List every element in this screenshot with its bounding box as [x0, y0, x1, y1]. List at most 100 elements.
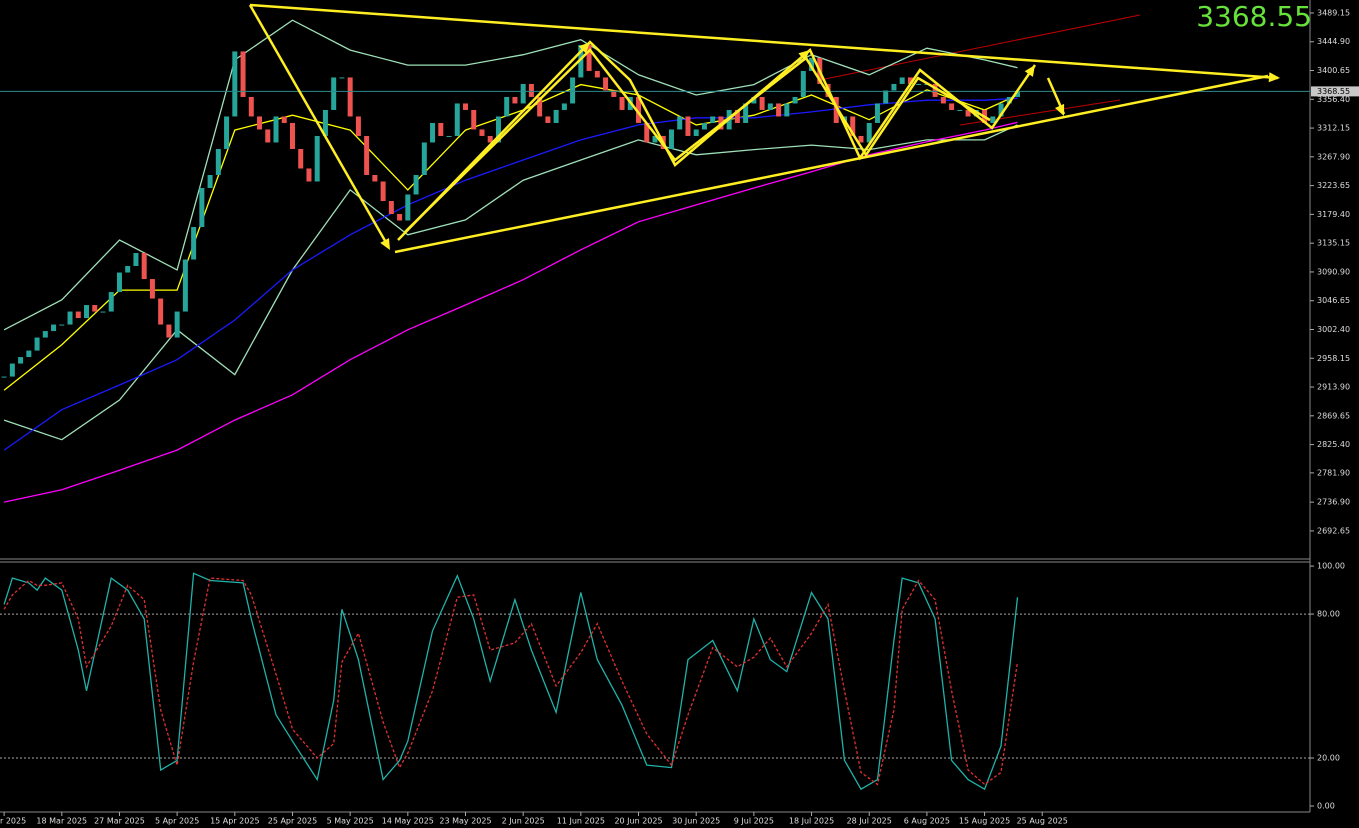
candle	[710, 116, 716, 123]
candle	[388, 200, 394, 215]
candle	[512, 96, 518, 104]
x-tick-label: 20 Jun 2025	[614, 817, 662, 826]
y-tick-label: 3046.65	[1317, 296, 1350, 305]
candle	[594, 70, 600, 78]
candle	[734, 109, 740, 123]
candle	[800, 70, 806, 97]
x-tick-label: 27 Mar 2025	[94, 817, 145, 826]
y-tick-label: 2736.90	[1317, 498, 1350, 507]
candle	[767, 103, 773, 110]
candle	[232, 51, 238, 117]
arrow-head	[1024, 65, 1035, 77]
x-tick-label: 11 Jun 2025	[557, 817, 605, 826]
candle	[891, 83, 897, 91]
candle	[487, 135, 493, 143]
y-tick-label: 2692.65	[1317, 526, 1350, 535]
candle	[347, 77, 353, 117]
candle	[75, 311, 81, 319]
candle	[191, 227, 197, 260]
candle	[545, 116, 551, 123]
x-tick-label: 2 Jun 2025	[502, 817, 545, 826]
indicator-line	[3, 577, 1019, 786]
candle	[1, 376, 7, 378]
candle	[273, 116, 279, 143]
current-price-big: 3368.55	[1196, 0, 1312, 33]
y-tick-label: 3179.40	[1317, 210, 1350, 219]
candle	[504, 96, 510, 117]
x-tick-label: 5 Apr 2025	[155, 817, 199, 826]
candle	[619, 96, 625, 110]
x-tick-label: 14 May 2025	[382, 817, 434, 826]
candle	[18, 357, 24, 364]
candle	[364, 135, 370, 175]
candle	[174, 311, 180, 338]
candle	[397, 214, 403, 221]
candle	[833, 96, 839, 123]
candle	[677, 116, 683, 130]
candle	[59, 324, 65, 326]
channel-line	[819, 14, 1141, 81]
candle	[322, 109, 328, 136]
candle	[207, 174, 213, 188]
x-tick-label: r 2025	[0, 817, 26, 826]
y-tick-label: 3223.65	[1317, 181, 1350, 190]
candle	[182, 259, 188, 312]
candle	[990, 116, 996, 123]
candle	[289, 122, 295, 149]
x-tick-label: 23 May 2025	[439, 817, 491, 826]
y-tick-label: 3444.90	[1317, 37, 1350, 46]
arrow-head	[578, 42, 590, 54]
candle	[883, 90, 889, 104]
candle	[314, 135, 320, 182]
trendline	[394, 74, 1269, 254]
indicator-line	[3, 83, 1018, 391]
candle	[850, 116, 856, 136]
x-tick-label: 15 Apr 2025	[210, 817, 259, 826]
y-tick-label: 2869.65	[1317, 411, 1350, 420]
candle	[932, 83, 938, 97]
candle	[759, 96, 765, 110]
y-tick-label: 20.00	[1317, 754, 1340, 763]
y-tick-label: 3356.40	[1317, 95, 1350, 104]
candle	[224, 116, 230, 149]
candle	[586, 44, 592, 71]
candle	[438, 122, 444, 136]
candle	[380, 181, 386, 201]
indicator-line	[3, 19, 1018, 331]
indicator-line	[3, 97, 1018, 451]
candle	[108, 292, 114, 312]
x-tick-label: 15 Aug 2025	[959, 817, 1010, 826]
candle	[636, 96, 642, 123]
candle	[454, 103, 460, 136]
current-price-label: 3368.55	[1317, 87, 1350, 96]
pattern-leg	[248, 4, 390, 247]
candle	[998, 103, 1004, 117]
y-tick-label: 100.00	[1317, 562, 1345, 571]
indicator-line	[3, 121, 1018, 503]
candle	[372, 174, 378, 182]
candle	[125, 266, 131, 273]
candle	[248, 96, 254, 117]
x-tick-label: 18 Mar 2025	[36, 817, 87, 826]
candle	[940, 96, 946, 104]
candle	[528, 83, 534, 97]
candle	[603, 77, 609, 91]
candle	[965, 109, 971, 117]
candle	[520, 83, 526, 104]
y-tick-label: 3489.15	[1317, 8, 1350, 17]
candle	[916, 83, 922, 85]
y-tick-label: 2913.90	[1317, 383, 1350, 392]
candle	[668, 129, 674, 149]
y-tick-label: 3400.65	[1317, 66, 1350, 75]
indicator-line	[3, 572, 1019, 791]
x-tick-label: 28 Jul 2025	[847, 817, 892, 826]
candle	[298, 148, 304, 169]
candle	[949, 103, 955, 110]
candle	[471, 109, 477, 130]
candle	[51, 324, 57, 332]
candle	[866, 122, 872, 143]
candle	[743, 103, 749, 123]
panel: 100.00 80.00 20.00 0.00	[0, 562, 1345, 811]
candle	[899, 77, 905, 84]
